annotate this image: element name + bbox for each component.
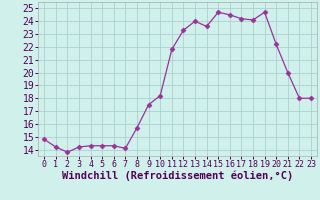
X-axis label: Windchill (Refroidissement éolien,°C): Windchill (Refroidissement éolien,°C) bbox=[62, 171, 293, 181]
